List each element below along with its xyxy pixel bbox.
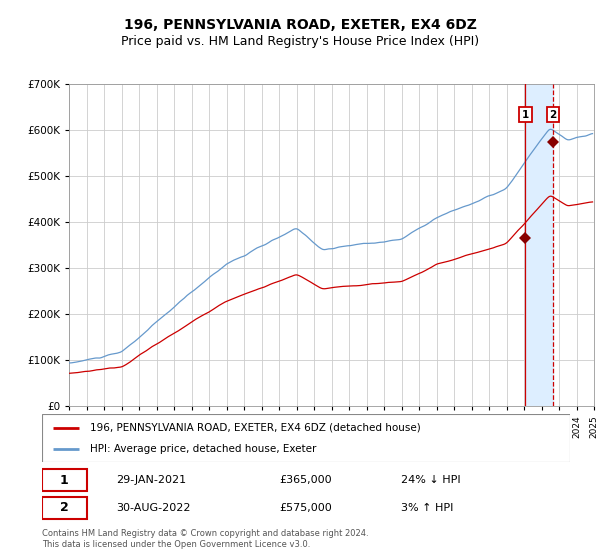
Text: 196, PENNSYLVANIA ROAD, EXETER, EX4 6DZ (detached house): 196, PENNSYLVANIA ROAD, EXETER, EX4 6DZ … [89,423,420,433]
FancyBboxPatch shape [42,497,87,519]
Text: £575,000: £575,000 [280,503,332,513]
Text: 196, PENNSYLVANIA ROAD, EXETER, EX4 6DZ: 196, PENNSYLVANIA ROAD, EXETER, EX4 6DZ [124,18,476,32]
Text: Contains HM Land Registry data © Crown copyright and database right 2024.
This d: Contains HM Land Registry data © Crown c… [42,529,368,549]
Text: 29-JAN-2021: 29-JAN-2021 [116,475,186,485]
Text: 2: 2 [550,110,557,120]
Text: 2: 2 [60,501,68,514]
Text: HPI: Average price, detached house, Exeter: HPI: Average price, detached house, Exet… [89,444,316,454]
Text: Price paid vs. HM Land Registry's House Price Index (HPI): Price paid vs. HM Land Registry's House … [121,35,479,49]
Text: 30-AUG-2022: 30-AUG-2022 [116,503,190,513]
FancyBboxPatch shape [42,469,87,491]
Text: 24% ↓ HPI: 24% ↓ HPI [401,475,461,485]
Text: 1: 1 [60,474,68,487]
Text: 1: 1 [522,110,529,120]
Text: 3% ↑ HPI: 3% ↑ HPI [401,503,454,513]
Text: £365,000: £365,000 [280,475,332,485]
Bar [526,84,553,406]
